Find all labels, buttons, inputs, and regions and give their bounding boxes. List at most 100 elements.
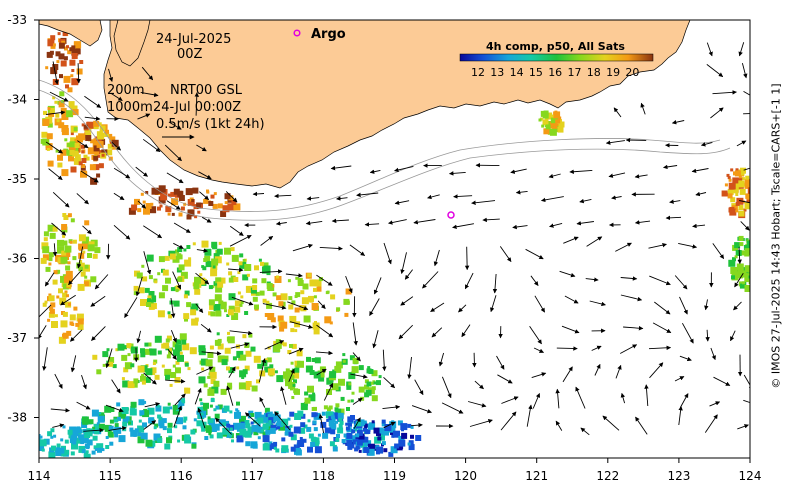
current-vector bbox=[497, 374, 513, 384]
current-vector bbox=[76, 401, 91, 410]
sst-pixel bbox=[295, 365, 300, 370]
sst-pixel bbox=[178, 195, 185, 201]
sst-pixel bbox=[156, 404, 160, 408]
sst-pixel bbox=[365, 423, 370, 428]
current-vector bbox=[548, 173, 561, 179]
current-vector bbox=[500, 411, 517, 431]
current-vector bbox=[231, 296, 254, 306]
sst-pixel bbox=[137, 425, 145, 433]
sst-pixel bbox=[158, 185, 166, 193]
sst-pixel bbox=[138, 399, 145, 406]
sst-pixel bbox=[365, 440, 372, 447]
current-vector bbox=[353, 417, 361, 429]
current-vector bbox=[649, 275, 671, 286]
current-vector bbox=[229, 234, 252, 247]
sst-pixel bbox=[207, 375, 211, 379]
sst-pixel bbox=[172, 404, 178, 410]
sst-pixel bbox=[252, 443, 258, 449]
legend-tick-label: 16 bbox=[548, 66, 562, 79]
sst-pixel bbox=[236, 401, 240, 406]
sst-pixel bbox=[239, 253, 244, 258]
sst-pixel bbox=[747, 187, 750, 195]
sst-pixel bbox=[311, 358, 316, 362]
sst-pixel bbox=[169, 383, 173, 387]
sst-pixel bbox=[220, 388, 227, 395]
sst-pixel bbox=[233, 203, 241, 211]
sst-pixel bbox=[147, 298, 151, 303]
sst-pixel bbox=[226, 314, 230, 317]
sst-pixel bbox=[204, 248, 212, 256]
sst-pixel bbox=[352, 357, 359, 364]
current-vector bbox=[259, 396, 266, 408]
sst-pixel bbox=[208, 311, 213, 316]
sst-pixel bbox=[293, 426, 301, 434]
sst-pixel bbox=[54, 447, 60, 453]
current-vector bbox=[737, 424, 749, 430]
current-vector bbox=[52, 423, 65, 428]
sst-pixel bbox=[81, 436, 89, 444]
current-vector bbox=[195, 303, 204, 314]
sst-pixel bbox=[143, 207, 150, 215]
sst-pixel bbox=[105, 436, 109, 439]
current-vectors bbox=[39, 42, 750, 436]
sst-pixel bbox=[94, 429, 100, 435]
sst-pixel bbox=[252, 278, 258, 284]
current-vector bbox=[608, 172, 626, 178]
sst-pixel bbox=[208, 201, 214, 206]
sst-pixel bbox=[183, 313, 190, 320]
argo-float-marker bbox=[447, 211, 455, 219]
sst-pixel bbox=[278, 301, 284, 307]
sst-pixel bbox=[72, 440, 77, 445]
sst-pixel bbox=[136, 272, 143, 279]
sst-pixel bbox=[183, 419, 187, 423]
sst-pixel bbox=[301, 297, 309, 305]
sst-pixel bbox=[290, 446, 296, 452]
sst-pixel bbox=[122, 345, 127, 350]
sst-pixel bbox=[73, 41, 81, 49]
sst-pixel bbox=[145, 203, 152, 209]
current-vector bbox=[317, 300, 326, 310]
sst-pixel bbox=[85, 450, 89, 454]
current-vector bbox=[669, 199, 681, 204]
current-vector bbox=[76, 193, 89, 205]
sst-pixel bbox=[132, 382, 138, 388]
sst-pixel bbox=[276, 375, 284, 383]
sst-pixel bbox=[50, 35, 56, 41]
current-vector bbox=[350, 373, 368, 379]
current-vector bbox=[289, 321, 313, 329]
sst-pixel bbox=[378, 375, 382, 379]
sst-pixel bbox=[154, 280, 158, 284]
sst-pixel bbox=[343, 433, 348, 438]
legend-tick-label: 20 bbox=[625, 66, 639, 79]
legend-tick-label: 14 bbox=[510, 66, 524, 79]
sst-pixel bbox=[81, 242, 89, 250]
current-vector bbox=[555, 388, 560, 409]
current-vector bbox=[252, 191, 265, 197]
current-vector bbox=[422, 271, 439, 289]
sst-pixel bbox=[108, 357, 115, 363]
sst-pixel bbox=[90, 139, 95, 144]
legend-tick-label: 15 bbox=[529, 66, 543, 79]
sst-pixel bbox=[741, 250, 747, 256]
sst-pixel bbox=[47, 39, 55, 47]
contour-1000m bbox=[39, 89, 731, 221]
sst-pixel bbox=[169, 253, 176, 260]
sst-pixel bbox=[538, 118, 542, 122]
current-vector bbox=[143, 420, 157, 430]
sst-pixel bbox=[121, 354, 128, 361]
current-vector bbox=[644, 384, 649, 407]
legend-tick-label: 12 bbox=[471, 66, 485, 79]
sst-pixel bbox=[96, 369, 102, 375]
sst-pixel bbox=[728, 182, 736, 190]
sst-pixel bbox=[148, 291, 155, 297]
sst-pixel bbox=[190, 429, 196, 435]
sst-pixel bbox=[131, 204, 138, 211]
y-tick-label: -34 bbox=[7, 93, 27, 107]
sst-pixel bbox=[211, 258, 219, 266]
sst-pixel bbox=[266, 357, 272, 363]
current-vector bbox=[594, 363, 601, 376]
y-axis: -33 -34 -35 -36 -37 -38 bbox=[7, 13, 39, 425]
current-vector bbox=[743, 374, 750, 391]
sst-pixel bbox=[543, 128, 550, 135]
sst-pixel bbox=[71, 69, 75, 72]
